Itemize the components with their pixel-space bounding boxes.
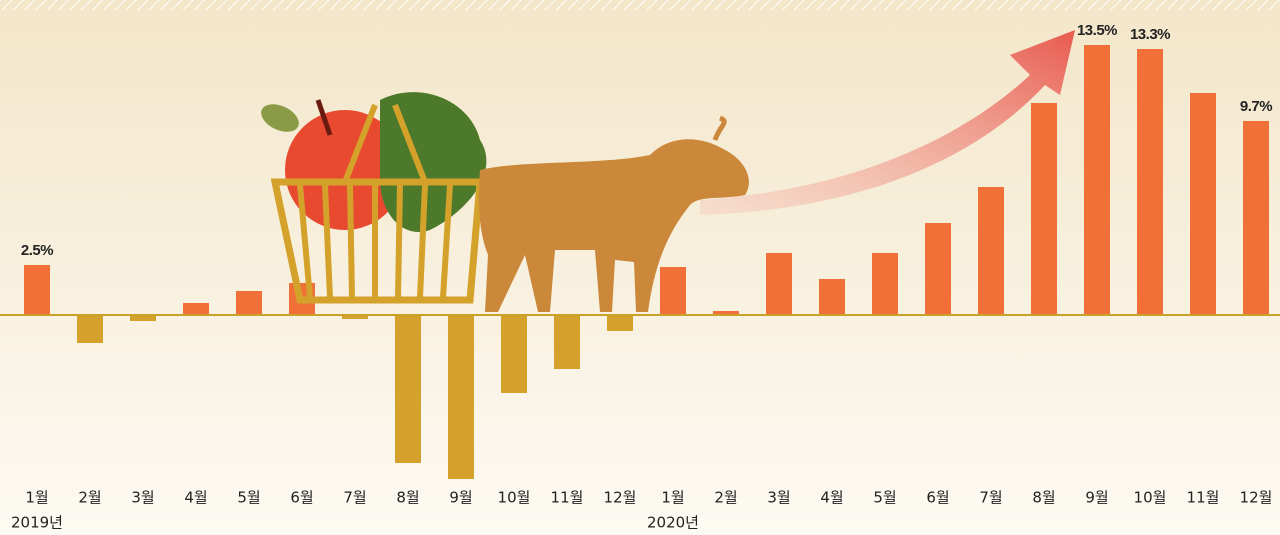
bar bbox=[766, 253, 792, 315]
bar bbox=[819, 279, 845, 315]
x-tick-label: 3월 bbox=[767, 489, 790, 507]
x-tick-label: 2월 bbox=[714, 489, 737, 507]
bar bbox=[183, 303, 209, 315]
x-tick-label: 9월 bbox=[449, 489, 472, 507]
x-tick-label: 2월 bbox=[78, 489, 101, 507]
value-label: 13.5% bbox=[1077, 22, 1117, 39]
bar bbox=[501, 315, 527, 393]
x-tick-label: 6월 bbox=[290, 489, 313, 507]
year-label: 2020년 bbox=[647, 514, 699, 532]
bar bbox=[554, 315, 580, 369]
bar bbox=[130, 315, 156, 321]
bar bbox=[448, 315, 474, 479]
x-tick-label: 12월 bbox=[604, 489, 637, 507]
top-stripe bbox=[0, 0, 1280, 10]
x-tick-label: 8월 bbox=[1032, 489, 1055, 507]
bar bbox=[24, 265, 50, 315]
bar bbox=[1031, 103, 1057, 315]
illustration bbox=[261, 30, 1075, 312]
x-tick-label: 4월 bbox=[184, 489, 207, 507]
bar bbox=[1137, 49, 1163, 315]
x-tick-label: 7월 bbox=[343, 489, 366, 507]
x-tick-label: 3월 bbox=[131, 489, 154, 507]
x-tick-label: 5월 bbox=[873, 489, 896, 507]
value-label: 9.7% bbox=[1240, 98, 1272, 115]
x-tick-label: 10월 bbox=[498, 489, 531, 507]
bar bbox=[978, 187, 1004, 315]
x-tick-label: 12월 bbox=[1240, 489, 1273, 507]
year-label: 2019년 bbox=[11, 514, 63, 532]
bar bbox=[395, 315, 421, 463]
x-tick-label: 9월 bbox=[1085, 489, 1108, 507]
bar bbox=[77, 315, 103, 343]
value-label: 2.5% bbox=[21, 242, 53, 259]
x-tick-label: 4월 bbox=[820, 489, 843, 507]
value-label: 13.3% bbox=[1130, 26, 1170, 43]
bar bbox=[872, 253, 898, 315]
x-tick-label: 1월 bbox=[661, 489, 684, 507]
x-tick-label: 6월 bbox=[926, 489, 949, 507]
bar bbox=[1084, 45, 1110, 315]
bar bbox=[660, 267, 686, 315]
x-tick-label: 10월 bbox=[1134, 489, 1167, 507]
bar bbox=[1243, 121, 1269, 315]
x-tick-label: 11월 bbox=[1187, 489, 1220, 507]
x-tick-label: 5월 bbox=[237, 489, 260, 507]
x-tick-label: 7월 bbox=[979, 489, 1002, 507]
x-tick-label: 8월 bbox=[396, 489, 419, 507]
x-tick-label: 11월 bbox=[551, 489, 584, 507]
bar bbox=[607, 315, 633, 331]
x-tick-label: 1월 bbox=[25, 489, 48, 507]
bar bbox=[713, 311, 739, 315]
bar bbox=[342, 315, 368, 319]
bar bbox=[925, 223, 951, 315]
bar bbox=[236, 291, 262, 315]
bar bbox=[1190, 93, 1216, 315]
